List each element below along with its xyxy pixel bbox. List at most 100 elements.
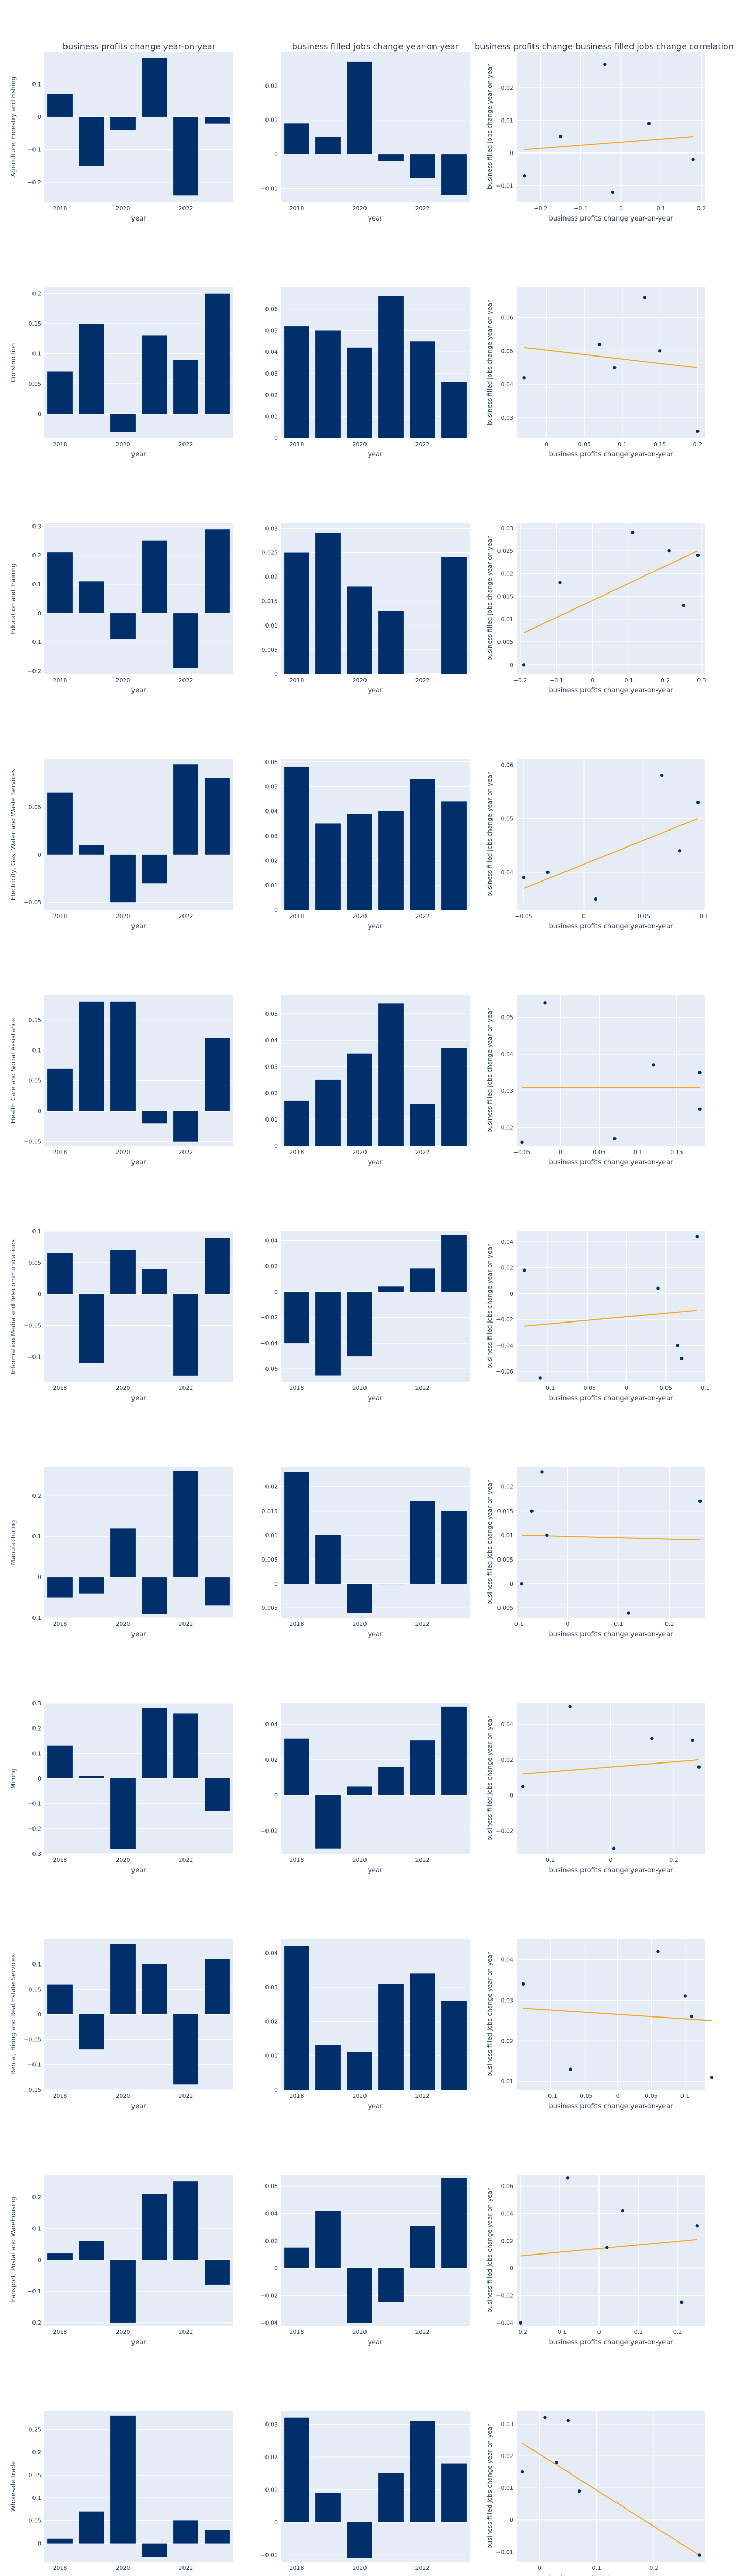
jobs-mining-bar-2019	[315, 1795, 341, 1849]
profits-agriculture-forestry-and-fishing-bar-2023	[205, 116, 230, 124]
jobs-electricity-gas-water-and-waste-services-bar-2019	[315, 823, 341, 910]
profits-construction-x-tick-label: 2022	[179, 441, 193, 448]
jobs-manufacturing-bar-2019	[315, 1535, 341, 1584]
scatter-health-care-and-social-assistance-point-2022	[520, 1140, 524, 1144]
jobs-transport-postal-and-warehousing-y-tick-label: −0.02	[260, 2293, 278, 2299]
jobs-transport-postal-and-warehousing-y-tick-label: 0.02	[265, 2238, 278, 2244]
jobs-education-and-training-y-tick-label: 0.03	[265, 525, 278, 532]
scatter-health-care-and-social-assistance-x-tick-label: 0.1	[634, 1149, 643, 1156]
scatter-education-and-training-point-2019	[631, 531, 635, 534]
jobs-transport-postal-and-warehousing-bar-2019	[315, 2211, 341, 2268]
row-label-manufacturing: Manufacturing	[10, 1520, 17, 1565]
scatter-electricity-gas-water-and-waste-services-plot-background	[517, 759, 705, 910]
profits-electricity-gas-water-and-waste-services-y-tick-label: 0	[38, 852, 41, 858]
profits-rental-hiring-and-real-estate-services-x-tick-label: 2018	[53, 2093, 68, 2099]
scatter-electricity-gas-water-and-waste-services-trendline	[523, 818, 698, 889]
profits-mining-bar-2021	[142, 1708, 167, 1778]
profits-mining-x-tick-label: 2022	[179, 1857, 193, 1863]
scatter-wholesale-trade-y-tick-label: 0.01	[501, 2485, 514, 2492]
jobs-construction-x-tick-label: 2020	[353, 441, 367, 448]
profits-manufacturing-x-tick-label: 2018	[53, 1621, 68, 1628]
jobs-health-care-and-social-assistance-bar-2023	[441, 1048, 467, 1146]
profits-mining-x-tick-label: 2018	[53, 1857, 68, 1863]
scatter-information-media-and-telecommunications-plot-background	[517, 1231, 705, 1382]
profits-agriculture-forestry-and-fishing-x-tick-label: 2018	[53, 205, 68, 212]
industry-row: Information Media and Telecommunications…	[10, 1228, 710, 1402]
jobs-health-care-and-social-assistance-y-tick-label: 0.03	[265, 1063, 278, 1070]
scatter-health-care-and-social-assistance-x-tick-label: −0.05	[513, 1149, 531, 1156]
scatter-health-care-and-social-assistance-y-tick-label: 0.04	[501, 1051, 514, 1058]
jobs-electricity-gas-water-and-waste-services-bar-2020	[347, 814, 372, 910]
scatter-information-media-and-telecommunications-point-2023	[695, 1234, 699, 1239]
profits-rental-hiring-and-real-estate-services-bar-2023	[205, 1959, 230, 2014]
profits-manufacturing-y-tick-label: −0.1	[27, 1615, 41, 1621]
scatter-rental-hiring-and-real-estate-services-point-2023	[690, 2014, 694, 2019]
scatter-health-care-and-social-assistance-point-2023	[652, 1063, 655, 1067]
scatter-transport-postal-and-warehousing-point-2023	[565, 2176, 570, 2180]
scatter-rental-hiring-and-real-estate-services-x-tick-label: 0.05	[645, 2093, 658, 2099]
scatter-construction-y-axis-title: business filled jobs change year-on-year	[486, 300, 493, 425]
scatter-transport-postal-and-warehousing-x-tick-label: 0.2	[673, 2329, 683, 2335]
profits-health-care-and-social-assistance-y-tick-label: 0	[38, 1108, 41, 1115]
profits-education-and-training-plot-background	[44, 523, 233, 674]
jobs-education-and-training-bar-2019	[315, 533, 341, 674]
profits-rental-hiring-and-real-estate-services-y-tick-label: −0.1	[27, 2061, 41, 2068]
jobs-education-and-training-y-tick-label: 0.025	[262, 550, 278, 556]
profits-agriculture-forestry-and-fishing-y-tick-label: −0.2	[27, 179, 41, 186]
scatter-agriculture-forestry-and-fishing-y-tick-label: −0.01	[496, 182, 513, 189]
row-label-agriculture-forestry-and-fishing: Agriculture, Forestry and Fishing	[10, 77, 17, 177]
profits-rental-hiring-and-real-estate-services-x-tick-label: 2020	[116, 2093, 130, 2099]
jobs-education-and-training-x-tick-label: 2022	[415, 677, 430, 684]
profits-wholesale-trade-y-tick-label: 0.15	[29, 2472, 42, 2479]
jobs-construction-y-tick-label: 0.03	[265, 370, 278, 377]
profits-rental-hiring-and-real-estate-services-y-tick-label: −0.15	[24, 2087, 41, 2093]
jobs-construction-bar-2019	[315, 330, 341, 438]
profits-electricity-gas-water-and-waste-services-bar-2019	[79, 845, 104, 855]
scatter-education-and-training-y-tick-label: 0.02	[501, 570, 514, 577]
profits-health-care-and-social-assistance-plot-background	[44, 995, 233, 1146]
jobs-electricity-gas-water-and-waste-services-bar-2021	[378, 811, 404, 910]
jobs-mining-bar-2020	[347, 1786, 372, 1795]
profits-mining-bar-2023	[205, 1778, 230, 1811]
scatter-construction-y-tick-label: 0.05	[501, 348, 514, 354]
profits-agriculture-forestry-and-fishing-bar-2022	[173, 116, 198, 196]
profits-agriculture-forestry-and-fishing-x-tick-label: 2020	[116, 205, 130, 212]
scatter-transport-postal-and-warehousing-y-tick-label: 0.04	[501, 2210, 514, 2217]
scatter-manufacturing-x-axis-title: business profits change year-on-year	[549, 1631, 674, 1638]
profits-information-media-and-telecommunications-y-tick-label: 0.1	[32, 1228, 42, 1235]
profits-construction-bar-2022	[173, 360, 198, 414]
profits-wholesale-trade-bar-2018	[47, 2538, 73, 2544]
profits-rental-hiring-and-real-estate-services-y-tick-label: −0.05	[24, 2037, 41, 2043]
jobs-mining-plot-background	[281, 1703, 470, 1854]
scatter-rental-hiring-and-real-estate-services-point-2019	[569, 2067, 572, 2071]
profits-education-and-training-bar-2020	[110, 613, 136, 639]
profits-electricity-gas-water-and-waste-services-y-tick-label: 0.05	[29, 804, 42, 810]
scatter-health-care-and-social-assistance-point-2018	[613, 1137, 617, 1140]
profits-education-and-training-x-tick-label: 2020	[116, 677, 130, 684]
scatter-wholesale-trade-trendline	[522, 2443, 700, 2556]
scatter-wholesale-trade-x-axis-title: business profits change year-on-year	[549, 2574, 674, 2576]
profits-mining-y-tick-label: −0.2	[27, 1825, 41, 1832]
jobs-construction-plot-background	[281, 287, 470, 438]
jobs-electricity-gas-water-and-waste-services-bar-2022	[410, 779, 435, 910]
profits-wholesale-trade-y-tick-label: 0.1	[32, 2495, 42, 2501]
profits-health-care-and-social-assistance-y-tick-label: 0.05	[29, 1078, 42, 1084]
jobs-education-and-training-bar-2018	[284, 552, 309, 674]
scatter-mining-y-tick-label: 0.04	[501, 1721, 514, 1728]
scatter-construction-y-tick-label: 0.06	[501, 314, 514, 321]
profits-manufacturing-x-axis-title: year	[131, 1631, 146, 1638]
profits-agriculture-forestry-and-fishing-y-tick-label: 0.1	[32, 81, 42, 88]
jobs-information-media-and-telecommunications-bar-2019	[315, 1292, 341, 1376]
jobs-manufacturing-bar-2022	[410, 1501, 435, 1584]
scatter-electricity-gas-water-and-waste-services-y-tick-label: 0.05	[501, 816, 514, 822]
scatter-agriculture-forestry-and-fishing-y-tick-label: 0.01	[501, 117, 514, 124]
jobs-transport-postal-and-warehousing-bar-2021	[378, 2268, 404, 2302]
scatter-information-media-and-telecommunications-y-tick-label: −0.06	[496, 1368, 513, 1375]
profits-electricity-gas-water-and-waste-services-bar-2021	[142, 854, 167, 884]
profits-mining-x-tick-label: 2020	[116, 1857, 130, 1863]
jobs-health-care-and-social-assistance-x-tick-label: 2018	[290, 1149, 304, 1156]
profits-manufacturing-bar-2021	[142, 1577, 167, 1614]
scatter-wholesale-trade-y-tick-label: 0.02	[501, 2453, 514, 2460]
scatter-manufacturing-x-tick-label: 0.2	[665, 1621, 674, 1628]
row-label-mining: Mining	[10, 1768, 17, 1789]
